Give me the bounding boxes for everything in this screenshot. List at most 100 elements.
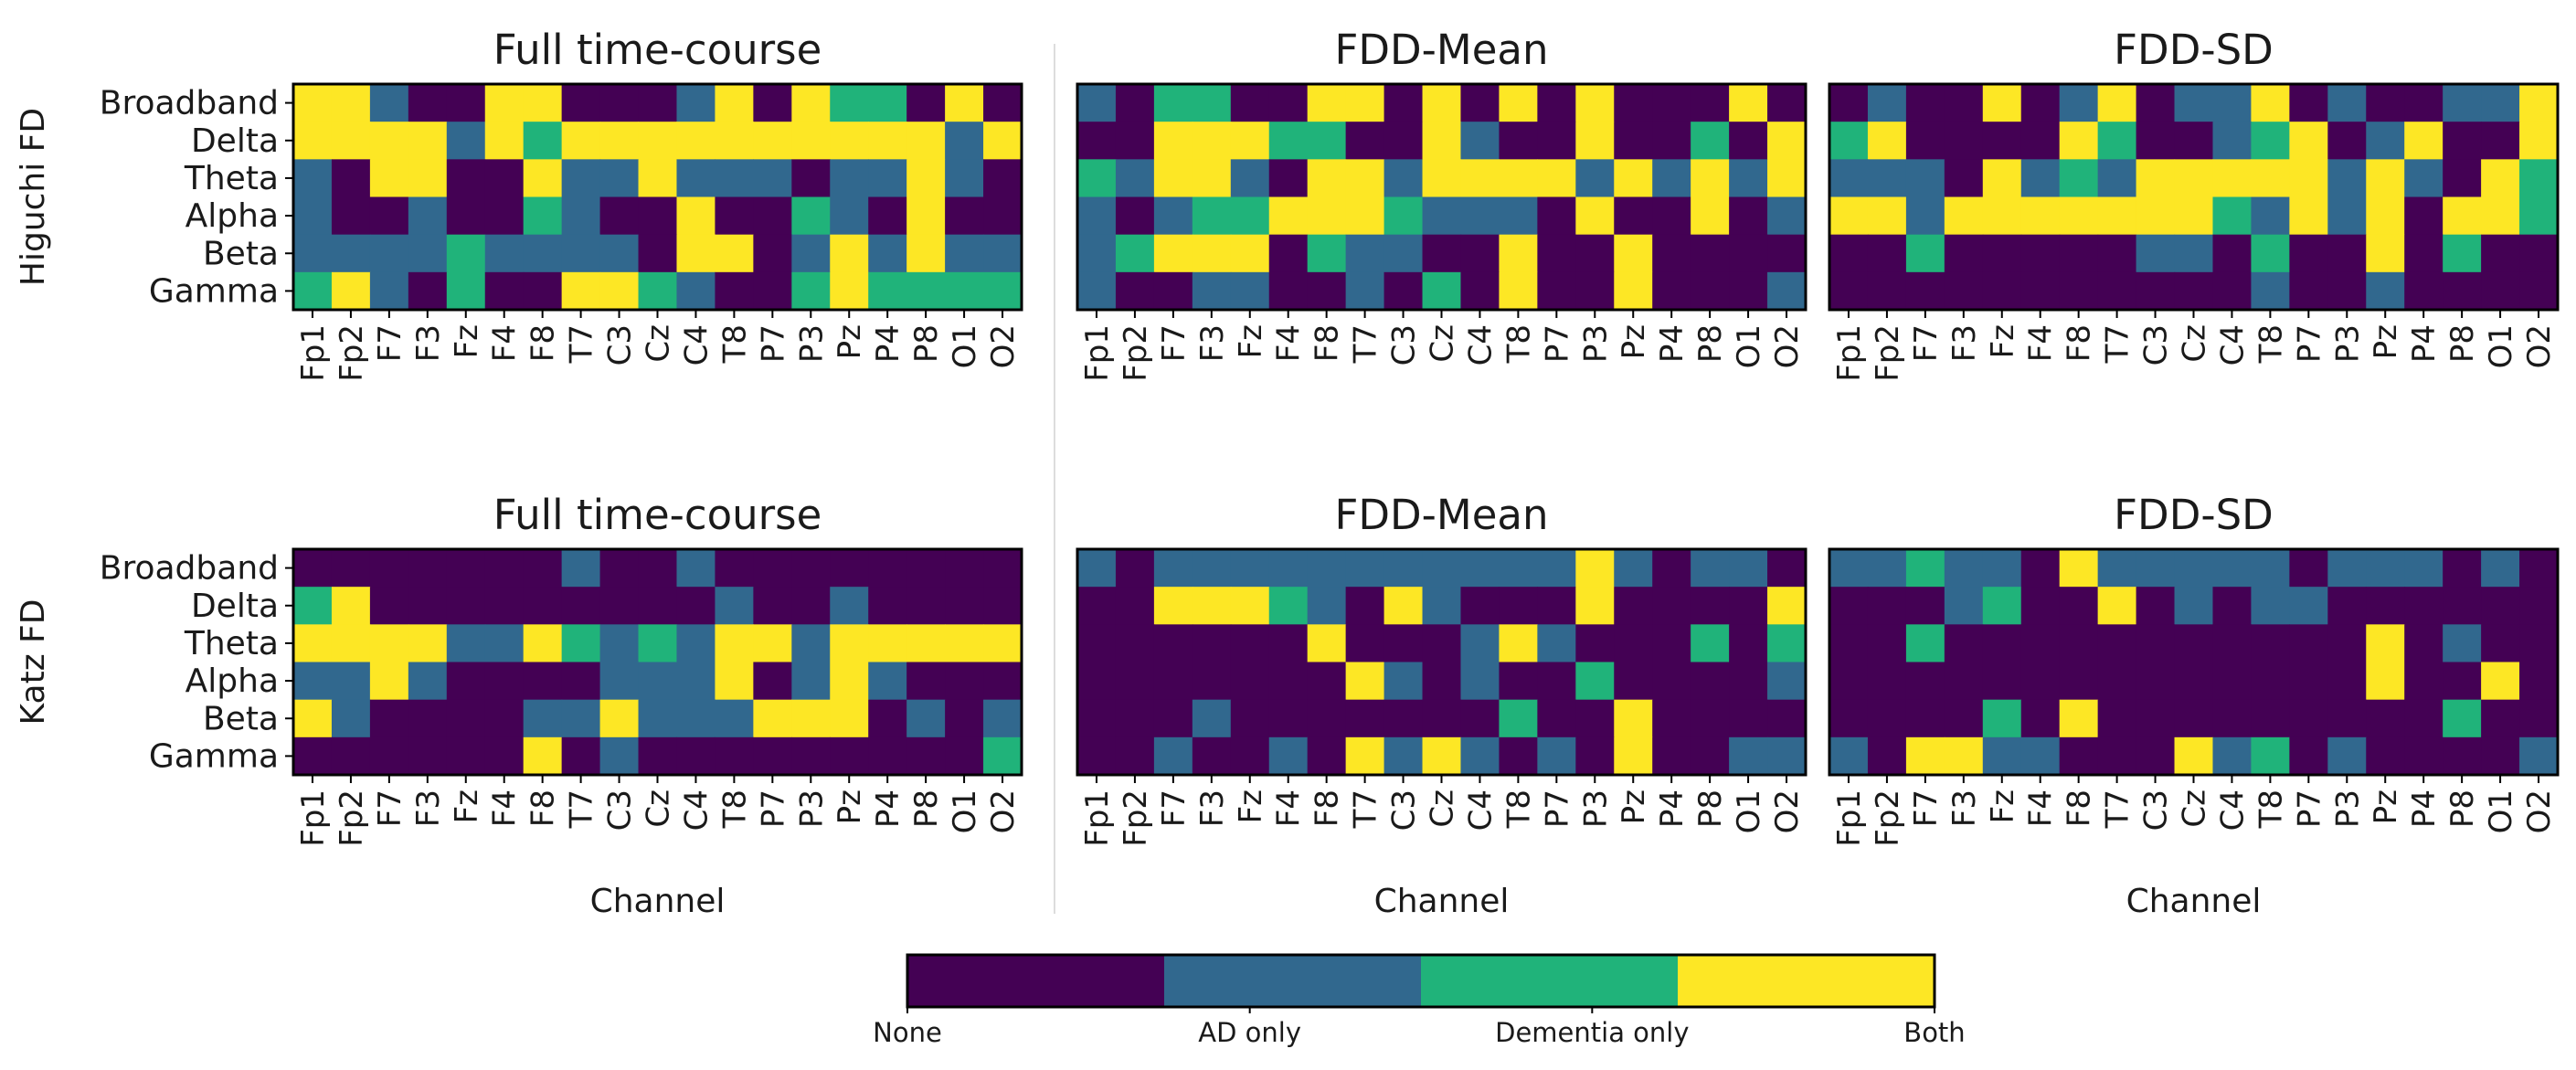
heatmap-cell bbox=[2136, 587, 2176, 625]
colorbar-segment bbox=[907, 955, 1165, 1007]
heatmap-cell bbox=[1383, 587, 1424, 625]
heatmap-cell bbox=[791, 196, 831, 236]
heatmap-cell bbox=[2174, 662, 2214, 701]
heatmap-cell bbox=[599, 549, 640, 588]
heatmap-cell bbox=[1729, 159, 1768, 198]
heatmap-cell bbox=[599, 736, 640, 776]
heatmap-cell bbox=[945, 271, 984, 311]
channel-label: T8 bbox=[1500, 324, 1537, 364]
heatmap-cell bbox=[2404, 196, 2443, 236]
heatmap-cell bbox=[2212, 699, 2253, 738]
heatmap-cell bbox=[2443, 587, 2482, 625]
channel-label: F4 bbox=[2023, 789, 2060, 827]
channel-label: Cz bbox=[1425, 789, 1461, 828]
heatmap-cell bbox=[1691, 271, 1730, 311]
heatmap-cell bbox=[1537, 587, 1576, 625]
heatmap-cell bbox=[1767, 84, 1807, 122]
heatmap-cell bbox=[1153, 122, 1193, 160]
heatmap-cell bbox=[1153, 662, 1193, 701]
heatmap-cell bbox=[2059, 736, 2099, 776]
heatmap-cell bbox=[715, 549, 754, 588]
heatmap-cell bbox=[2519, 159, 2559, 198]
heatmap-cell bbox=[906, 549, 946, 588]
heatmap-cell bbox=[1153, 549, 1193, 588]
heatmap-cell bbox=[638, 587, 678, 625]
heatmap-cell bbox=[1345, 84, 1385, 122]
heatmap-cell bbox=[1115, 196, 1155, 236]
heatmap-cell bbox=[1829, 159, 1869, 198]
heatmap-cell bbox=[2059, 271, 2099, 311]
channel-label: O1 bbox=[2483, 324, 2519, 368]
heatmap-cell bbox=[1944, 84, 1984, 122]
heatmap-cell bbox=[715, 196, 754, 236]
heatmap-cell bbox=[676, 159, 716, 198]
heatmap-cell bbox=[599, 159, 640, 198]
heatmap-cell bbox=[2136, 549, 2176, 588]
heatmap-cell bbox=[1230, 122, 1270, 160]
heatmap-cell bbox=[1460, 84, 1500, 122]
heatmap-cell bbox=[1115, 84, 1155, 122]
heatmap-cell bbox=[1652, 587, 1691, 625]
heatmap-panel: Full time-course BroadbandDeltaThetaAlpha… bbox=[100, 491, 1023, 920]
heatmap-cell bbox=[1153, 84, 1193, 122]
heatmap-cell bbox=[1460, 122, 1500, 160]
heatmap-cell bbox=[1767, 699, 1807, 738]
heatmap-cell bbox=[1307, 159, 1347, 198]
channel-label: P4 bbox=[1654, 789, 1691, 828]
heatmap-cell bbox=[523, 736, 563, 776]
heatmap-cell bbox=[408, 122, 448, 160]
heatmap-cell bbox=[830, 549, 869, 588]
heatmap-cell bbox=[638, 662, 678, 701]
heatmap-cell bbox=[2481, 549, 2520, 588]
heatmap-cell bbox=[2251, 271, 2290, 311]
heatmap-cell bbox=[2097, 624, 2137, 663]
heatmap-cell bbox=[1460, 736, 1500, 776]
heatmap-panel: FDD-SD Fp1 Fp2 F7 F3 Fz F4 F8 T7 C3 Cz C4 T8 P7 P3 Pz P4… bbox=[1828, 26, 2560, 382]
channel-label: Fp2 bbox=[1118, 324, 1154, 382]
heatmap-cell bbox=[1905, 549, 1945, 588]
channel-label: O1 bbox=[947, 789, 983, 833]
heatmap-cell bbox=[293, 699, 333, 738]
heatmap-cell bbox=[2059, 549, 2099, 588]
channel-label: F4 bbox=[487, 324, 524, 362]
row-axis-label: Higuchi FD bbox=[15, 108, 52, 286]
band-label: Alpha bbox=[186, 662, 279, 700]
heatmap-cell bbox=[1422, 271, 1462, 311]
heatmap-cell bbox=[1652, 122, 1691, 160]
heatmap-cell bbox=[715, 736, 754, 776]
heatmap-cell bbox=[2020, 624, 2061, 663]
heatmap-cell bbox=[2059, 662, 2099, 701]
colorbar-segment bbox=[1678, 955, 1935, 1007]
heatmap-cell bbox=[2481, 271, 2520, 311]
heatmap-cell bbox=[1077, 587, 1117, 625]
heatmap-cell bbox=[369, 549, 409, 588]
heatmap-cell bbox=[945, 549, 984, 588]
heatmap-cell bbox=[1905, 234, 1945, 273]
heatmap-cell bbox=[1499, 699, 1538, 738]
heatmap-cell bbox=[2519, 196, 2559, 236]
heatmap-cell bbox=[715, 662, 754, 701]
band-label: Delta bbox=[191, 122, 279, 160]
heatmap-cell bbox=[1460, 159, 1500, 198]
heatmap-cell bbox=[791, 549, 831, 588]
heatmap-cell bbox=[2327, 624, 2367, 663]
channel-label: Pz bbox=[1616, 324, 1652, 359]
heatmap-cell bbox=[2136, 159, 2176, 198]
channel-label: T8 bbox=[2253, 789, 2289, 829]
heatmap-cell bbox=[1268, 196, 1309, 236]
heatmap-cell bbox=[676, 84, 716, 122]
heatmap-cell bbox=[1153, 196, 1193, 236]
heatmap-cell bbox=[983, 736, 1023, 776]
heatmap-cell bbox=[2097, 662, 2137, 701]
heatmap-cell bbox=[2174, 271, 2214, 311]
heatmap-cell bbox=[753, 662, 792, 701]
channel-label: C4 bbox=[2214, 324, 2251, 365]
heatmap-cell bbox=[830, 736, 869, 776]
channel-label: C3 bbox=[602, 789, 639, 831]
heatmap-cell bbox=[1729, 122, 1768, 160]
heatmap-cell bbox=[868, 699, 907, 738]
heatmap-cell bbox=[1982, 122, 2022, 160]
heatmap-cell bbox=[1230, 699, 1270, 738]
heatmap-cell bbox=[1077, 271, 1117, 311]
heatmap-cell bbox=[1499, 84, 1538, 122]
